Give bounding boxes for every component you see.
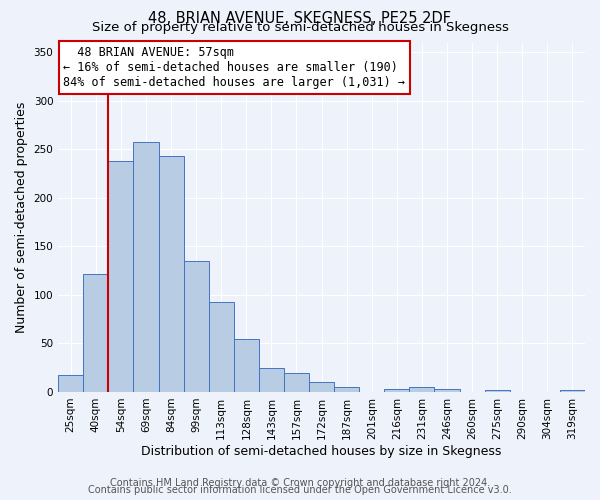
Text: 48 BRIAN AVENUE: 57sqm
← 16% of semi-detached houses are smaller (190)
84% of se: 48 BRIAN AVENUE: 57sqm ← 16% of semi-det… xyxy=(64,46,406,89)
X-axis label: Distribution of semi-detached houses by size in Skegness: Distribution of semi-detached houses by … xyxy=(142,444,502,458)
Bar xyxy=(309,382,334,392)
Y-axis label: Number of semi-detached properties: Number of semi-detached properties xyxy=(15,102,28,333)
Bar xyxy=(133,142,158,392)
Text: Contains public sector information licensed under the Open Government Licence v3: Contains public sector information licen… xyxy=(88,485,512,495)
Bar xyxy=(109,161,133,392)
Bar xyxy=(485,390,510,392)
Bar xyxy=(83,274,109,392)
Bar xyxy=(560,390,585,392)
Bar xyxy=(409,387,434,392)
Bar xyxy=(209,302,234,392)
Text: 48, BRIAN AVENUE, SKEGNESS, PE25 2DF: 48, BRIAN AVENUE, SKEGNESS, PE25 2DF xyxy=(149,11,452,26)
Bar xyxy=(284,372,309,392)
Bar xyxy=(158,156,184,392)
Text: Size of property relative to semi-detached houses in Skegness: Size of property relative to semi-detach… xyxy=(92,22,508,35)
Bar xyxy=(259,368,284,392)
Bar xyxy=(58,376,83,392)
Bar xyxy=(385,389,409,392)
Bar xyxy=(184,261,209,392)
Bar xyxy=(434,389,460,392)
Bar xyxy=(234,338,259,392)
Bar xyxy=(334,387,359,392)
Text: Contains HM Land Registry data © Crown copyright and database right 2024.: Contains HM Land Registry data © Crown c… xyxy=(110,478,490,488)
